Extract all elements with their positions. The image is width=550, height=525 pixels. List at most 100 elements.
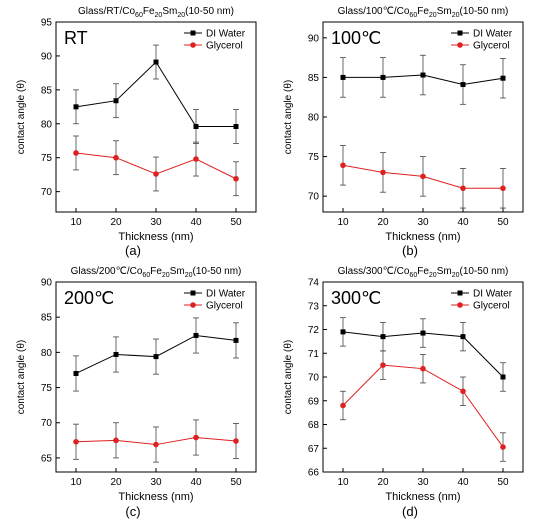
chart-title: Glass/300℃/Co60Fe20Sm20(10-50 nm)	[338, 266, 509, 279]
title-subscript: 20	[155, 12, 163, 19]
title-part: Sm	[162, 6, 177, 17]
title-subscript: 20	[452, 272, 460, 279]
title-subscript: 20	[162, 272, 170, 279]
legend-label: Glycerol	[206, 301, 243, 312]
x-tick-label: 30	[150, 477, 162, 488]
data-point-square	[233, 124, 239, 129]
data-point-square	[380, 334, 386, 340]
data-point-circle	[460, 185, 466, 192]
x-axis-label: Thickness (nm)	[385, 231, 460, 243]
y-tick-label: 65	[41, 453, 53, 464]
x-tick-label: 30	[417, 217, 429, 228]
x-axis-label: Thickness (nm)	[118, 231, 193, 243]
legend-marker-circle	[190, 42, 196, 48]
legend-marker-circle	[457, 302, 463, 308]
data-point-circle	[73, 150, 79, 156]
legend-label: DI Water	[206, 29, 246, 40]
data-point-square	[73, 370, 79, 376]
x-tick-label: 40	[457, 217, 469, 228]
x-axis-label: Thickness (nm)	[385, 491, 460, 503]
title-subscript: 20	[185, 272, 193, 279]
data-point-square	[420, 72, 426, 78]
y-axis-label: contact angle (θ)	[283, 340, 294, 415]
chart-title: Glass/200℃/Co60Fe20Sm20(10-50 nm)	[71, 266, 242, 279]
y-tick-label: 70	[308, 373, 320, 384]
chart-panel-4: Glass/300℃/Co60Fe20Sm20(10-50 nm)6667686…	[283, 266, 524, 519]
chart-panel-3: Glass/200℃/Co60Fe20Sm20(10-50 nm)6570758…	[16, 266, 257, 519]
x-tick-label: 30	[417, 477, 429, 488]
data-point-square	[500, 374, 506, 380]
legend-label: DI Water	[473, 289, 513, 300]
x-tick-label: 40	[190, 477, 202, 488]
data-point-square	[153, 354, 159, 360]
title-part: Fe	[143, 6, 155, 17]
legend-marker-square	[457, 290, 463, 296]
x-tick-label: 20	[110, 477, 122, 488]
title-part: (10-50 nm)	[459, 266, 508, 277]
y-tick-label: 66	[308, 468, 320, 479]
title-part: Sm	[437, 6, 452, 17]
data-point-circle	[193, 434, 199, 441]
y-tick-label: 73	[308, 301, 320, 312]
title-subscript: 60	[135, 12, 143, 19]
legend-label: Glycerol	[473, 41, 510, 52]
x-tick-label: 50	[230, 477, 242, 488]
legend-label: Glycerol	[473, 301, 510, 312]
panel-caption: (b)	[402, 243, 418, 258]
data-point-circle	[420, 173, 426, 180]
data-point-circle	[500, 444, 506, 450]
y-axis-label: contact angle (θ)	[283, 80, 294, 155]
title-subscript: 60	[142, 272, 150, 279]
title-subscript: 20	[429, 272, 437, 279]
y-tick-label: 85	[308, 73, 320, 84]
data-point-square	[113, 351, 119, 357]
legend-marker-circle	[457, 42, 463, 48]
y-tick-label: 74	[308, 278, 320, 289]
chart-title: Glass/RT/Co60Fe20Sm20(10-50 nm)	[78, 6, 234, 19]
x-axis-label: Thickness (nm)	[118, 491, 193, 503]
y-tick-label: 80	[41, 348, 53, 359]
y-tick-label: 75	[41, 383, 53, 394]
data-point-circle	[380, 169, 386, 176]
data-point-square	[73, 104, 79, 110]
x-tick-label: 40	[190, 217, 202, 228]
y-tick-label: 67	[308, 444, 320, 455]
data-point-circle	[73, 438, 79, 445]
title-part: Fe	[150, 266, 162, 277]
legend-label: DI Water	[473, 29, 513, 40]
legend-marker-square	[457, 30, 463, 36]
title-subscript: 20	[452, 12, 460, 19]
data-point-square	[420, 330, 426, 336]
legend-label: Glycerol	[206, 41, 243, 52]
inset-label: RT	[64, 28, 88, 48]
data-point-square	[500, 75, 506, 81]
title-part: Sm	[437, 266, 452, 277]
data-point-circle	[380, 362, 386, 368]
panel-caption: (c)	[125, 504, 140, 519]
data-point-circle	[153, 171, 159, 177]
data-point-square	[153, 59, 159, 65]
data-point-circle	[233, 175, 239, 182]
panel-caption: (a)	[125, 243, 141, 258]
y-tick-label: 70	[308, 192, 320, 203]
data-point-circle	[340, 162, 346, 169]
data-point-circle	[113, 154, 119, 161]
panel-caption: (d)	[402, 504, 418, 519]
data-point-square	[380, 74, 386, 80]
data-point-square	[340, 329, 346, 335]
legend-marker-square	[190, 30, 196, 36]
x-tick-label: 10	[70, 477, 82, 488]
y-tick-label: 90	[41, 51, 53, 62]
title-part: Glass/200℃/Co	[71, 266, 143, 277]
data-point-square	[113, 98, 119, 104]
title-part: Fe	[417, 6, 429, 17]
data-point-circle	[153, 441, 159, 448]
x-tick-label: 50	[230, 217, 242, 228]
data-point-square	[193, 124, 199, 129]
chart-title: Glass/100℃/Co60Fe20Sm20(10-50 nm)	[338, 6, 509, 19]
chart-panel-1: Glass/RT/Co60Fe20Sm20(10-50 nm)707580859…	[16, 6, 257, 258]
